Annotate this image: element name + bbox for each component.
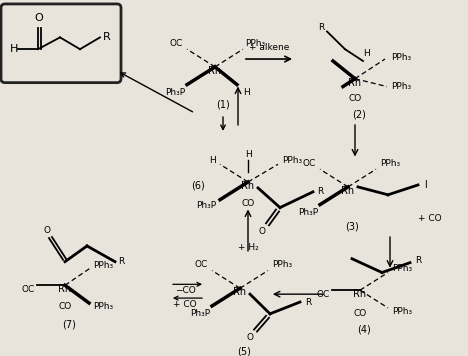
- Text: OC: OC: [317, 290, 330, 299]
- Text: (2): (2): [352, 109, 366, 119]
- Text: O: O: [247, 333, 254, 342]
- Text: H: H: [245, 150, 251, 159]
- Text: O: O: [44, 226, 51, 235]
- Text: H: H: [364, 49, 370, 58]
- Text: Rh: Rh: [58, 284, 72, 294]
- Text: + CO: + CO: [418, 214, 442, 223]
- Text: OC: OC: [303, 159, 316, 168]
- Text: Ph₃P: Ph₃P: [298, 208, 318, 217]
- Text: CO: CO: [348, 94, 362, 103]
- Text: (6): (6): [191, 181, 205, 191]
- Text: Rh: Rh: [342, 186, 355, 196]
- Text: PPh₃: PPh₃: [245, 39, 265, 48]
- Text: R: R: [118, 257, 124, 266]
- Text: OC: OC: [195, 260, 208, 269]
- Text: H: H: [243, 88, 250, 97]
- Text: Ph₃P: Ph₃P: [165, 88, 185, 97]
- Text: l: l: [424, 180, 427, 190]
- Text: OC: OC: [170, 39, 183, 48]
- Text: CO: CO: [241, 199, 255, 208]
- Text: (3): (3): [345, 221, 359, 231]
- Text: PPh₃: PPh₃: [93, 303, 113, 312]
- Text: (5): (5): [237, 346, 251, 356]
- FancyBboxPatch shape: [1, 4, 121, 83]
- Text: H: H: [209, 156, 216, 165]
- Text: Rh: Rh: [234, 287, 247, 297]
- Text: PPh₃: PPh₃: [391, 53, 411, 62]
- Text: PPh₃: PPh₃: [391, 82, 411, 91]
- Text: R: R: [305, 298, 311, 307]
- Text: R: R: [318, 23, 324, 32]
- Text: Rh: Rh: [353, 289, 366, 299]
- Text: OC: OC: [22, 285, 35, 294]
- Text: (1): (1): [216, 99, 230, 109]
- Text: + H₂: + H₂: [238, 244, 258, 252]
- Text: R: R: [415, 256, 421, 265]
- Text: R: R: [317, 187, 323, 197]
- Text: + CO: + CO: [173, 300, 197, 309]
- Text: Rh: Rh: [241, 181, 255, 191]
- Text: (7): (7): [62, 320, 76, 330]
- Text: O: O: [35, 13, 44, 23]
- Text: (4): (4): [357, 325, 371, 335]
- Text: Ph₃P: Ph₃P: [190, 309, 210, 318]
- Text: PPh₃: PPh₃: [392, 264, 412, 273]
- Text: PPh₃: PPh₃: [272, 260, 292, 269]
- Text: CO: CO: [353, 309, 366, 318]
- Text: + alkene: + alkene: [249, 43, 289, 52]
- Text: CO: CO: [58, 303, 72, 312]
- Text: R: R: [103, 32, 111, 42]
- Text: O: O: [258, 227, 265, 236]
- Text: Rh: Rh: [349, 78, 362, 88]
- Text: H: H: [10, 44, 18, 54]
- Text: PPh₃: PPh₃: [93, 261, 113, 270]
- Text: Rh: Rh: [208, 66, 221, 76]
- Text: PPh₃: PPh₃: [392, 307, 412, 316]
- Text: Ph₃P: Ph₃P: [196, 201, 216, 210]
- Text: PPh₃: PPh₃: [282, 156, 302, 165]
- Text: PPh₃: PPh₃: [380, 159, 400, 168]
- Text: −CO: −CO: [175, 286, 195, 295]
